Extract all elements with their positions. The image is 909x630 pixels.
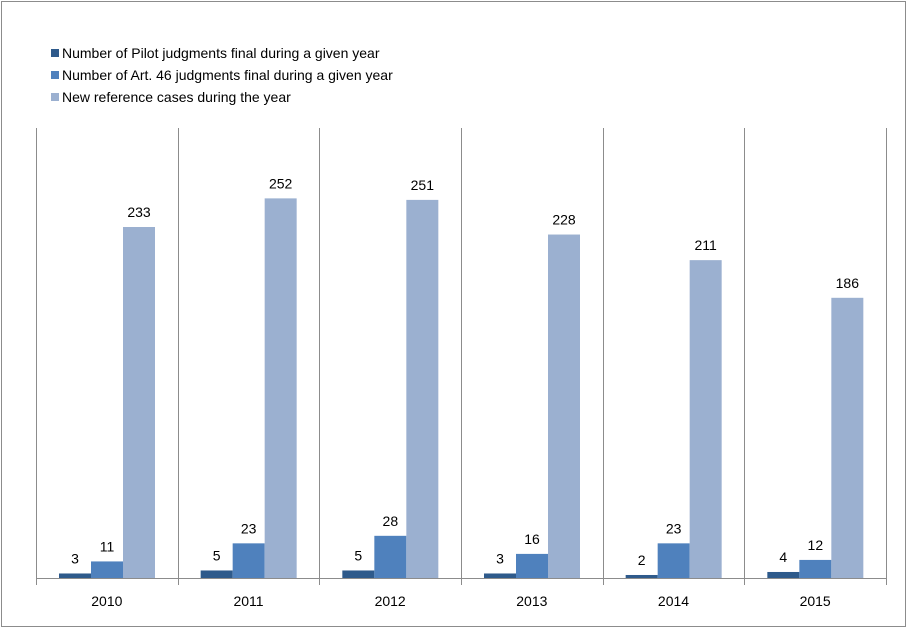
category-dividers bbox=[36, 128, 887, 585]
data-label: 186 bbox=[836, 275, 860, 291]
bar bbox=[406, 199, 439, 578]
x-tick-label: 2011 bbox=[233, 593, 263, 609]
x-axis-tick-labels: 2010 2011 2012 2013 2014 2015 bbox=[91, 593, 831, 609]
data-label: 5 bbox=[213, 547, 221, 563]
bar bbox=[123, 227, 155, 578]
bar bbox=[200, 570, 233, 578]
data-label: 233 bbox=[127, 204, 151, 220]
legend-label-art46: Number of Art. 46 judgments final during… bbox=[62, 67, 393, 83]
data-label: 211 bbox=[695, 237, 718, 253]
legend-item-new-reference: New reference cases during the year bbox=[51, 86, 393, 108]
bar bbox=[91, 561, 123, 578]
bar bbox=[657, 543, 690, 578]
chart-legend: Number of Pilot judgments final during a… bbox=[51, 42, 393, 108]
data-label: 11 bbox=[100, 538, 115, 554]
data-label: 3 bbox=[71, 550, 79, 566]
x-tick-label: 2013 bbox=[516, 593, 547, 609]
bar bbox=[484, 573, 516, 578]
bar bbox=[799, 559, 832, 578]
bar bbox=[625, 574, 658, 578]
legend-swatch-new-reference bbox=[51, 93, 59, 101]
legend-item-pilot: Number of Pilot judgments final during a… bbox=[51, 42, 393, 64]
data-label: 3 bbox=[496, 550, 504, 566]
bar bbox=[59, 573, 91, 578]
bars-group bbox=[59, 198, 864, 578]
legend-swatch-pilot bbox=[51, 49, 59, 57]
bar bbox=[516, 553, 548, 578]
bar bbox=[767, 571, 800, 578]
legend-item-art46: Number of Art. 46 judgments final during… bbox=[51, 64, 393, 86]
data-label: 23 bbox=[666, 520, 682, 536]
x-tick-label: 2010 bbox=[91, 593, 122, 609]
bar bbox=[264, 198, 297, 578]
x-tick-label: 2012 bbox=[375, 593, 406, 609]
legend-label-pilot: Number of Pilot judgments final during a… bbox=[62, 45, 380, 61]
data-label: 16 bbox=[524, 531, 540, 547]
legend-swatch-art46 bbox=[51, 71, 59, 79]
bar bbox=[689, 260, 722, 578]
data-label: 28 bbox=[383, 513, 399, 529]
data-label: 251 bbox=[411, 177, 435, 193]
bar bbox=[232, 543, 265, 578]
x-tick-label: 2014 bbox=[658, 593, 689, 609]
data-label: 12 bbox=[808, 537, 824, 553]
data-label: 2 bbox=[638, 552, 646, 568]
bar bbox=[548, 234, 580, 578]
bar bbox=[831, 297, 864, 578]
legend-label-new-reference: New reference cases during the year bbox=[62, 89, 291, 105]
x-tick-label: 2015 bbox=[800, 593, 831, 609]
bar bbox=[342, 570, 375, 578]
data-label: 23 bbox=[241, 520, 257, 536]
data-label: 228 bbox=[552, 212, 576, 228]
bar bbox=[374, 535, 407, 578]
data-label: 252 bbox=[269, 175, 293, 191]
data-label: 4 bbox=[779, 549, 787, 565]
data-label: 5 bbox=[354, 547, 362, 563]
data-labels-group: 3 11 233 5 23 252 5 28 251 3 16 228 2 23 211 4 12 186 bbox=[71, 175, 859, 568]
